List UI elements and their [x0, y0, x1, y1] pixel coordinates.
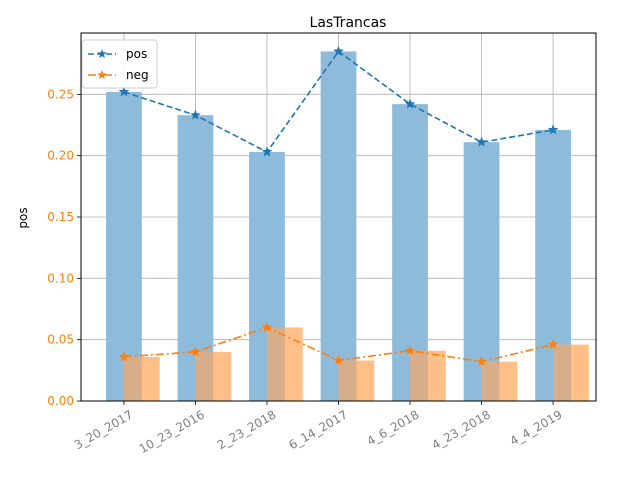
- bar-pos: [106, 91, 142, 401]
- y-tick-label: 0.00: [47, 394, 74, 408]
- point-pos: [404, 98, 416, 109]
- bar-overlap: [195, 351, 214, 401]
- y-tick-label: 0.10: [47, 271, 74, 285]
- point-neg: [476, 356, 487, 367]
- y-tick-label: 0.15: [47, 210, 74, 224]
- lines: [118, 45, 559, 367]
- y-tick-label: 0.25: [47, 87, 74, 101]
- y-tick-label: 0.05: [47, 333, 74, 347]
- y-axis-label: pos: [16, 207, 30, 228]
- point-pos: [547, 124, 559, 135]
- plot-frame: [80, 32, 597, 402]
- point-neg: [118, 351, 130, 362]
- legend-label-neg: neg: [126, 68, 149, 82]
- bar-overlap: [266, 327, 285, 401]
- legend-label-pos: pos: [126, 47, 147, 61]
- legend-marker-pos: [97, 49, 107, 59]
- legend: pos neg: [81, 39, 158, 89]
- point-pos: [261, 146, 273, 157]
- bars: [106, 51, 589, 402]
- bar-overlap: [410, 350, 428, 401]
- point-pos: [190, 109, 201, 120]
- point-pos: [476, 136, 487, 147]
- bar-overlap: [553, 344, 571, 401]
- bar-overlap: [481, 361, 500, 401]
- chart-title: LasTrancas: [310, 15, 387, 31]
- legend-marker-neg: [97, 70, 107, 80]
- bar-overlap: [123, 356, 142, 401]
- y-tick-label: 0.20: [47, 149, 74, 163]
- point-pos: [333, 45, 344, 57]
- point-neg: [190, 346, 201, 357]
- point-neg: [333, 354, 344, 366]
- bar-pos: [320, 51, 357, 402]
- point-neg: [547, 338, 559, 350]
- point-pos: [118, 86, 130, 97]
- point-neg: [404, 344, 416, 356]
- bar-overlap: [338, 360, 357, 401]
- point-neg: [261, 321, 273, 333]
